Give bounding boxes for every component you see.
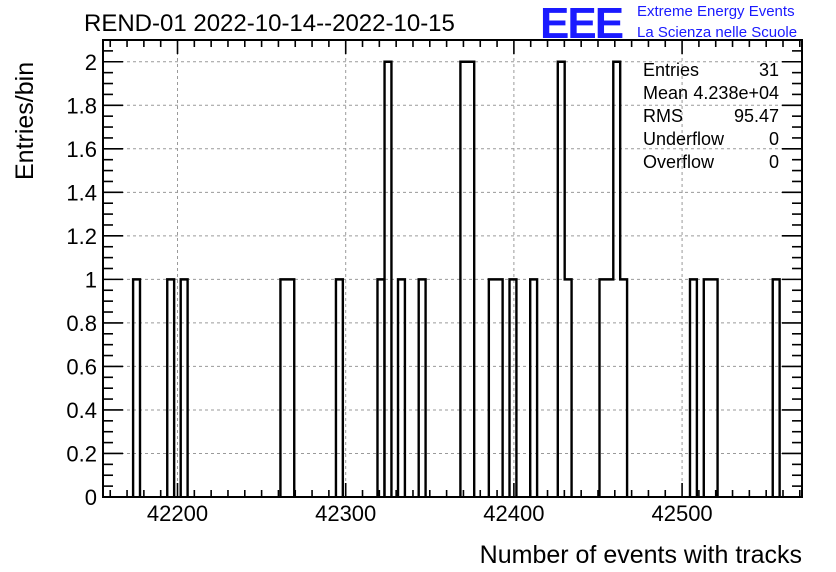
chart-title: REND-01 2022-10-14--2022-10-15	[84, 10, 455, 37]
x-axis-title: Number of events with tracks	[480, 541, 802, 569]
y-tick-label: 1	[85, 267, 97, 292]
histogram-outline	[131, 60, 781, 497]
stat-mean-label: Mean	[643, 83, 689, 103]
logo-line-1: Extreme Energy Events	[637, 3, 795, 20]
stat-rms-value: 95.47	[733, 106, 779, 126]
y-tick-label: 1.8	[66, 93, 97, 118]
y-tick-label: 1.2	[66, 224, 97, 249]
x-tick-label: 42200	[147, 501, 208, 526]
y-tick-label: 0.8	[66, 311, 97, 336]
y-axis-ticks	[103, 39, 802, 498]
y-tick-label: 1.4	[66, 180, 97, 205]
stat-overflow-value: 0	[768, 152, 779, 172]
y-tick-label: 2	[85, 50, 97, 75]
histogram-bin	[606, 279, 613, 497]
stat-entries-label: Entries	[643, 60, 700, 80]
eee-logo: EEE	[540, 0, 624, 48]
logo-line-2: La Scienza nelle Scuole	[637, 24, 798, 41]
y-tick-label: 1.6	[66, 137, 97, 162]
y-tick-label: 0.2	[66, 441, 97, 466]
stat-entries-value: 31	[758, 60, 779, 80]
x-axis-ticks	[109, 40, 801, 497]
y-tick-label: 0.4	[66, 398, 97, 423]
y-axis-title: Entries/bin	[11, 62, 39, 180]
x-tick-label: 42500	[651, 501, 712, 526]
x-tick-labels: 42200 42300 42400 42500	[147, 501, 713, 526]
grid-lines	[103, 40, 802, 497]
x-tick-label: 42300	[315, 501, 376, 526]
y-tick-labels: 0 0.2 0.4 0.6 0.8 1 1.2 1.4 1.6 1.8 2	[66, 50, 97, 510]
stat-overflow-label: Overflow	[643, 152, 715, 172]
stat-underflow-value: 0	[768, 129, 779, 149]
stat-mean-value: 4.238e+04	[693, 83, 779, 103]
stat-rms-label: RMS	[643, 106, 683, 126]
x-tick-label: 42400	[483, 501, 544, 526]
y-tick-label: 0.6	[66, 354, 97, 379]
y-tick-label: 0	[85, 485, 97, 510]
stat-underflow-label: Underflow	[643, 129, 725, 149]
